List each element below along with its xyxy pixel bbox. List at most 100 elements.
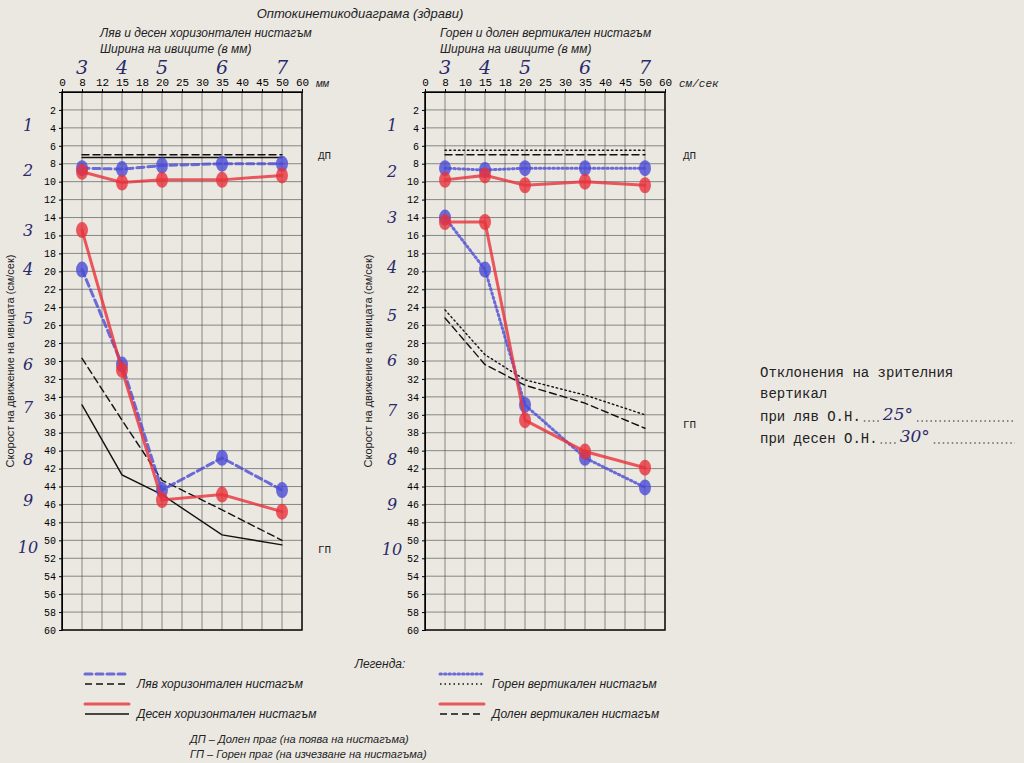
note: ГП – Горен праг (на изчезване на нистагъ… [190, 748, 427, 760]
y-tick-label: 14 [44, 213, 56, 224]
x-tick: 60 [659, 77, 672, 92]
handwritten-column: 5 [519, 56, 531, 78]
patient-point [479, 262, 491, 278]
x-tick: 35 [579, 77, 592, 92]
y-tick-label: 30 [44, 357, 56, 368]
x-tick-label: 12 [96, 77, 109, 89]
side-note-value: 25° [882, 404, 913, 424]
y-tick: 56 [407, 590, 425, 601]
y-tick: 4 [50, 124, 62, 135]
y-tick-mark [59, 253, 62, 254]
y-tick-label: 34 [44, 393, 56, 404]
x-tick-label: 50 [276, 77, 289, 89]
y-tick-label: 20 [44, 267, 56, 278]
leader [917, 421, 1015, 422]
y-tick: 58 [44, 608, 62, 619]
patient-line [82, 172, 282, 183]
y-axis-line [422, 93, 426, 631]
y-tick-label: 32 [44, 375, 56, 386]
legend-swatch [85, 703, 129, 706]
y-tick: 46 [407, 500, 425, 511]
norm-line [445, 150, 645, 151]
handwritten-column: 3 [439, 56, 451, 78]
legend-title: Легенда: [354, 657, 406, 671]
x-tick: 30 [559, 77, 572, 92]
y-tick-mark [59, 361, 62, 362]
y-tick: 26 [44, 321, 62, 332]
y-tick-label: 38 [44, 428, 56, 439]
threshold-label: ГП [318, 544, 331, 556]
legend-swatch [85, 673, 129, 676]
patient-point [519, 177, 531, 193]
y-tick: 38 [407, 428, 425, 439]
x-tick-label: 35 [579, 77, 592, 89]
y-tick: 32 [44, 375, 62, 386]
x-tick-mark [505, 89, 506, 92]
y-tick-mark [59, 146, 62, 147]
note: ДП – Долен праг (на поява на нистагъма) [188, 733, 409, 745]
plot-frame [425, 92, 665, 630]
legend-label: Горен вертикален нистагъм [492, 677, 657, 691]
y-tick: 50 [44, 536, 62, 547]
y-tick-label: 18 [407, 249, 419, 260]
x-tick-label: 30 [559, 77, 572, 89]
y-tick-mark [422, 451, 425, 452]
norm-line [445, 154, 645, 155]
y-tick-mark [59, 594, 62, 595]
y-tick-mark [59, 630, 62, 631]
handwritten-row: 10 [18, 538, 38, 557]
y-tick-label: 32 [407, 375, 419, 386]
x-tick-mark [142, 89, 143, 92]
x-tick-label: 40 [236, 77, 249, 89]
y-tick: 48 [44, 518, 62, 529]
x-tick: 25 [539, 77, 552, 92]
y-tick-label: 6 [50, 142, 56, 153]
y-tick-label: 58 [407, 608, 419, 619]
y-tick-mark [59, 289, 62, 290]
threshold-label: ДП [318, 150, 331, 162]
y-tick-mark [422, 235, 425, 236]
y-tick-label: 52 [407, 554, 419, 565]
y-tick-label: 12 [407, 195, 419, 206]
legend-swatch [85, 683, 129, 684]
y-tick-mark [59, 200, 62, 201]
handwritten-row: 10 [382, 540, 402, 559]
patient-point [76, 222, 88, 238]
side-note-value: 30° [900, 426, 930, 446]
handwritten-row: 3 [23, 221, 33, 240]
patient-point [439, 214, 451, 230]
x-tick-label: 35 [216, 77, 229, 89]
grid-line [202, 92, 203, 630]
y-tick-mark [59, 325, 62, 326]
y-tick-mark [59, 128, 62, 129]
y-tick: 10 [44, 177, 62, 188]
side-note-label: при ляв О.Н. [760, 409, 861, 425]
x-tick-label: 15 [479, 77, 492, 89]
y-tick-label: 60 [44, 626, 56, 637]
y-tick: 28 [44, 339, 62, 350]
y-tick: 48 [407, 518, 425, 529]
x-tick-label: 20 [156, 77, 169, 89]
patient-line [82, 164, 282, 169]
panel: Горен и долен вертикален нистагъмШирина … [362, 26, 719, 721]
y-tick-label: 58 [44, 608, 56, 619]
legend: Ляв хоризонтален нистагъмДесен хоризонта… [85, 674, 316, 721]
y-tick-label: 20 [407, 267, 419, 278]
x-tick-label: 45 [619, 77, 632, 89]
y-tick-label: 46 [407, 500, 419, 511]
patient-point [276, 482, 288, 498]
x-tick-mark [302, 89, 303, 92]
x-tick-label: 40 [599, 77, 612, 89]
handwritten-row: 5 [387, 306, 397, 325]
y-tick-label: 42 [44, 464, 56, 475]
y-tick: 16 [44, 231, 62, 242]
x-tick-mark [242, 89, 243, 92]
x-axis-line [63, 89, 303, 93]
x-tick: 10 [459, 77, 472, 92]
x-tick: 20 [519, 77, 532, 92]
x-tick: 12 [96, 77, 109, 92]
y-tick-mark [422, 361, 425, 362]
y-tick: 22 [44, 285, 62, 296]
side-note-title: вертикал [760, 386, 827, 402]
leader [864, 421, 880, 422]
